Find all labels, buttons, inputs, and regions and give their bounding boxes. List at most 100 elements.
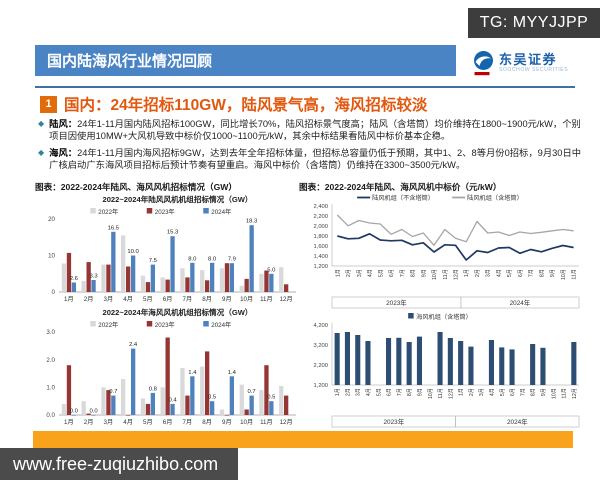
svg-text:5月: 5月 xyxy=(143,296,153,303)
svg-text:2023年: 2023年 xyxy=(155,321,175,329)
svg-text:11月: 11月 xyxy=(442,269,449,280)
svg-text:1月: 1月 xyxy=(64,419,74,426)
svg-text:2024年: 2024年 xyxy=(507,417,528,426)
svg-text:2023年: 2023年 xyxy=(386,298,407,307)
svg-text:1月: 1月 xyxy=(334,269,341,277)
svg-text:12月: 12月 xyxy=(280,296,293,303)
svg-text:5月: 5月 xyxy=(506,269,513,277)
svg-text:6月: 6月 xyxy=(509,388,516,396)
svg-text:7月: 7月 xyxy=(396,388,403,396)
svg-text:7月: 7月 xyxy=(399,269,406,277)
svg-text:11月: 11月 xyxy=(571,269,578,280)
svg-text:2月: 2月 xyxy=(345,269,352,277)
slide-header-title: 国内陆海风行业情况回顾 xyxy=(47,53,213,70)
svg-text:5月: 5月 xyxy=(499,388,506,396)
svg-text:10: 10 xyxy=(48,253,55,260)
svg-text:11月: 11月 xyxy=(260,419,273,426)
svg-text:1月: 1月 xyxy=(64,296,74,303)
svg-text:16.5: 16.5 xyxy=(108,225,120,231)
header-divider xyxy=(35,86,575,88)
svg-text:2月: 2月 xyxy=(84,296,94,303)
logo-name-cn: 东吴证券 xyxy=(499,52,558,67)
svg-text:6月: 6月 xyxy=(388,269,395,277)
svg-text:1,600: 1,600 xyxy=(313,244,328,250)
svg-text:海风机组（含塔筒）: 海风机组（含塔筒） xyxy=(416,313,472,321)
svg-text:12月: 12月 xyxy=(447,388,454,399)
bullet-list: ◆ 陆风：24年1-11月国内陆风招标100GW，同比增长70%，陆风招标景气度… xyxy=(38,118,587,176)
chart-offshore-bid-volume: 2022~2024年海风风机机组招标情况（GW） 2022年 2023年 2024年 0… xyxy=(35,306,299,428)
svg-text:8月: 8月 xyxy=(538,269,545,277)
svg-text:7.9: 7.9 xyxy=(228,257,236,263)
svg-text:8月: 8月 xyxy=(202,419,212,426)
slide-title: 国内：24年招标110GW，陆风景气高，海风招标较淡 xyxy=(64,97,428,114)
bullet-onshore-lead: 陆风： xyxy=(49,119,78,129)
svg-text:2022年: 2022年 xyxy=(98,321,118,329)
bullet-offshore-body: 24年1-11月国内海风招标9GW，达到去年全年招标体量，但招标总容量仍低于预期… xyxy=(49,147,582,171)
svg-text:2,400: 2,400 xyxy=(313,204,328,210)
brand-logo: 东吴证券 SOOCHOW SECURITIES xyxy=(472,50,568,77)
svg-text:2023年: 2023年 xyxy=(383,417,404,426)
svg-text:10月: 10月 xyxy=(240,419,253,426)
site-watermark-text: www.free-zuqiuzhibo.com xyxy=(13,453,219,474)
svg-text:7月: 7月 xyxy=(183,419,193,426)
svg-text:1,800: 1,800 xyxy=(313,234,328,240)
svg-text:7月: 7月 xyxy=(519,388,526,396)
svg-text:6月: 6月 xyxy=(163,296,173,303)
svg-text:2024年: 2024年 xyxy=(211,321,231,329)
bottom-accent-bar xyxy=(33,431,573,448)
site-watermark: www.free-zuqiuzhibo.com xyxy=(0,448,238,480)
svg-text:3.3: 3.3 xyxy=(89,274,98,280)
svg-text:20: 20 xyxy=(48,216,55,223)
svg-text:9月: 9月 xyxy=(222,296,232,303)
svg-text:9月: 9月 xyxy=(420,269,427,277)
svg-text:4,200: 4,200 xyxy=(313,323,328,329)
svg-text:1月: 1月 xyxy=(458,388,465,396)
svg-text:9月: 9月 xyxy=(549,269,556,277)
svg-text:10月: 10月 xyxy=(560,269,567,280)
svg-text:5月: 5月 xyxy=(377,269,384,277)
svg-text:3月: 3月 xyxy=(356,269,363,277)
svg-text:陆风机组（不含塔筒）: 陆风机组（不含塔筒） xyxy=(372,194,434,202)
svg-text:2022~2024年海风风机机组招标情况（GW）: 2022~2024年海风风机机组招标情况（GW） xyxy=(102,307,252,317)
svg-text:2.0: 2.0 xyxy=(46,357,55,364)
svg-text:18.3: 18.3 xyxy=(246,219,258,225)
logo-wordmark: 东吴证券 SOOCHOW SECURITIES xyxy=(499,50,569,74)
svg-text:1月: 1月 xyxy=(334,388,341,396)
svg-text:0.4: 0.4 xyxy=(168,397,177,403)
svg-text:0: 0 xyxy=(52,289,56,296)
svg-text:6月: 6月 xyxy=(163,419,173,426)
bullet-onshore-body: 24年1-11月国内陆风招标100GW，同比增长70%，陆风招标景气度高；陆风（… xyxy=(49,119,581,142)
svg-text:6月: 6月 xyxy=(386,388,393,396)
svg-text:2,200: 2,200 xyxy=(313,363,328,369)
svg-text:7月: 7月 xyxy=(183,296,193,303)
bullet-diamond-icon: ◆ xyxy=(38,147,45,157)
bullet-onshore-text: 陆风：24年1-11月国内陆风招标100GW，同比增长70%，陆风招标景气度高；… xyxy=(49,118,587,143)
svg-text:4月: 4月 xyxy=(123,296,133,303)
svg-text:0.5: 0.5 xyxy=(267,395,276,401)
svg-text:5.0: 5.0 xyxy=(267,267,276,273)
svg-text:2月: 2月 xyxy=(84,419,94,426)
svg-text:6月: 6月 xyxy=(517,269,524,277)
left-chart-caption: 图表：2022-2024年陆风、海风风机招标情况（GW） xyxy=(35,182,237,192)
section-number-badge: 1 xyxy=(40,95,57,113)
svg-text:1,200: 1,200 xyxy=(313,264,328,270)
svg-text:9月: 9月 xyxy=(222,419,232,426)
bullet-offshore-text: 海风：24年1-11月国内海风招标9GW，达到去年全年招标体量，但招标总容量仍低… xyxy=(49,147,587,172)
bullet-diamond-icon: ◆ xyxy=(38,119,45,128)
svg-text:10月: 10月 xyxy=(240,296,253,303)
svg-text:3月: 3月 xyxy=(104,296,114,303)
svg-text:3月: 3月 xyxy=(355,388,362,396)
tg-watermark: TG: MYYJJPP xyxy=(468,8,600,38)
svg-text:8月: 8月 xyxy=(406,388,413,396)
svg-text:2月: 2月 xyxy=(344,388,351,396)
bullet-onshore: ◆ 陆风：24年1-11月国内陆风招标100GW，同比增长70%，陆风招标景气度… xyxy=(38,118,587,143)
svg-text:2024年: 2024年 xyxy=(211,208,231,216)
svg-text:2022年: 2022年 xyxy=(98,208,118,216)
headline-row: 1 国内：24年招标110GW，陆风景气高，海风招标较淡 xyxy=(40,93,427,115)
logo-name-en: SOOCHOW SECURITIES xyxy=(499,67,569,73)
svg-text:0.0: 0.0 xyxy=(89,409,98,415)
svg-text:7.5: 7.5 xyxy=(149,258,158,264)
svg-text:5月: 5月 xyxy=(375,388,382,396)
svg-text:12月: 12月 xyxy=(571,388,578,399)
